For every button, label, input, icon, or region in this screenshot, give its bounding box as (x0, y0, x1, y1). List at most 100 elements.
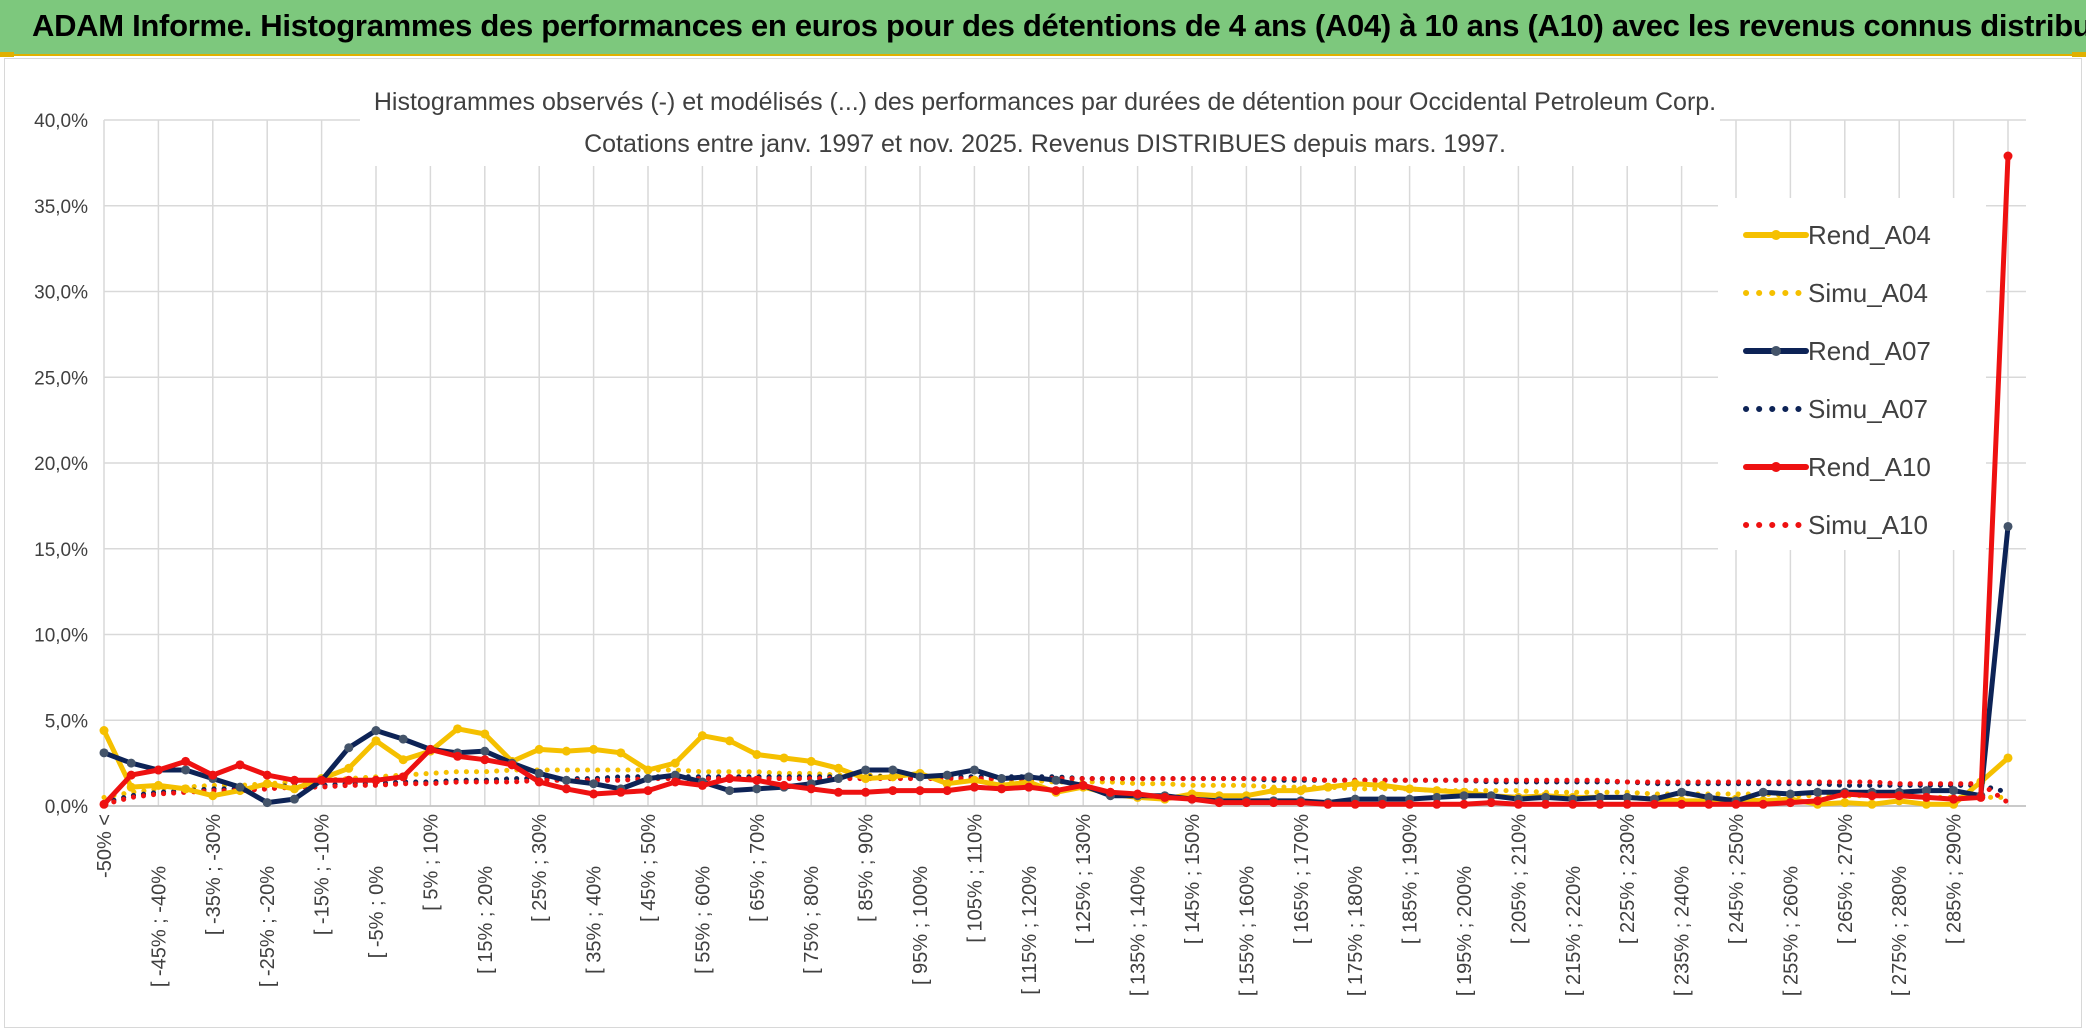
data-point-Rend_A10 (942, 786, 952, 796)
y-tick-label: 0,0% (45, 797, 88, 818)
x-tick-label: [ 225% ; 230% (1617, 814, 1639, 944)
data-point-Rend_A10 (833, 787, 843, 797)
data-point-Rend_A07 (1677, 787, 1687, 797)
data-point-Rend_A07 (1949, 786, 1959, 796)
data-point-Rend_A04 (371, 736, 381, 746)
data-point-Rend_A10 (1513, 799, 1523, 809)
data-point-Rend_A07 (1024, 772, 1034, 782)
data-point-Rend_A10 (1649, 799, 1659, 809)
x-tick-label: [ 35% ; 40% (584, 866, 606, 974)
data-point-Rend_A07 (1595, 792, 1605, 802)
data-point-Rend_A04 (1323, 782, 1333, 792)
x-tick-label: -50% < (94, 814, 116, 878)
x-axis-ticks: -50% < [ -45% ; -40% [ -35% ; -30% [ -25% ;… (94, 814, 1966, 996)
data-point-Rend_A07 (1704, 792, 1714, 802)
data-point-Rend_A04 (806, 756, 816, 766)
x-tick-label: [ -45% ; -40% (148, 866, 170, 987)
data-point-Rend_A07 (1459, 791, 1469, 801)
data-point-Rend_A04 (344, 763, 354, 773)
data-point-Rend_A10 (398, 772, 408, 782)
x-tick-label: [ 85% ; 90% (856, 814, 878, 922)
data-point-Rend_A10 (1949, 794, 1959, 804)
data-point-Rend_A04 (861, 774, 871, 784)
data-point-Rend_A10 (181, 756, 191, 766)
data-point-Rend_A10 (1785, 798, 1795, 808)
data-point-Rend_A07 (398, 734, 408, 744)
data-point-Rend_A10 (1296, 798, 1306, 808)
data-point-Rend_A10 (2003, 151, 2013, 161)
series-lines (99, 151, 2013, 809)
data-point-Rend_A10 (1758, 799, 1768, 809)
data-point-Rend_A07 (1758, 787, 1768, 797)
corner-mark-left (0, 52, 14, 57)
data-point-Rend_A10 (1133, 789, 1143, 799)
data-point-Rend_A10 (589, 789, 599, 799)
x-tick-label: [ -15% ; -10% (312, 814, 334, 935)
data-point-Rend_A10 (480, 755, 490, 765)
data-point-Rend_A04 (833, 763, 843, 773)
data-point-Rend_A10 (1350, 799, 1360, 809)
data-point-Rend_A04 (1405, 784, 1415, 794)
data-point-Rend_A04 (1840, 798, 1850, 808)
data-point-Rend_A10 (1704, 799, 1714, 809)
data-point-Rend_A07 (1486, 791, 1496, 801)
legend: Rend_A04 Simu_A04 Rend_A07 Simu_A07 Rend_A10… (1718, 198, 1986, 550)
data-point-Rend_A04 (480, 729, 490, 739)
data-point-Rend_A10 (1405, 799, 1415, 809)
data-point-Rend_A10 (1323, 799, 1333, 809)
chart-subtitle: Cotations entre janv. 1997 et nov. 2025.… (584, 130, 1506, 158)
data-point-Rend_A10 (1241, 798, 1251, 808)
data-point-Rend_A04 (1269, 786, 1279, 796)
x-tick-label: [ 75% ; 80% (801, 866, 823, 974)
data-point-Rend_A07 (262, 798, 272, 808)
data-point-Rend_A07 (561, 775, 571, 785)
legend-label-Simu_A04: Simu_A04 (1808, 278, 1928, 308)
data-point-Rend_A10 (208, 770, 218, 780)
data-point-Rend_A07 (99, 748, 109, 758)
data-point-Rend_A07 (833, 774, 843, 784)
y-tick-label: 25,0% (34, 368, 88, 389)
header-banner: ADAM Informe. Histogrammes des performan… (0, 0, 2086, 56)
legend-label-Simu_A07: Simu_A07 (1808, 394, 1928, 424)
data-point-Rend_A10 (616, 787, 626, 797)
data-point-Rend_A04 (888, 772, 898, 782)
x-tick-label: [ 165% ; 170% (1291, 814, 1313, 944)
x-tick-label: [ 115% ; 120% (1019, 866, 1041, 995)
data-point-Rend_A04 (1350, 779, 1360, 789)
data-point-Rend_A04 (1296, 786, 1306, 796)
x-tick-label: [ 265% ; 270% (1835, 814, 1857, 944)
data-point-Rend_A04 (561, 746, 571, 756)
data-point-Rend_A10 (561, 784, 571, 794)
data-point-Rend_A04 (126, 782, 136, 792)
data-point-Rend_A07 (1785, 789, 1795, 799)
data-point-Rend_A07 (1813, 787, 1823, 797)
x-tick-label: [ 195% ; 200% (1454, 866, 1476, 996)
data-point-Rend_A04 (181, 784, 191, 794)
data-point-Rend_A10 (915, 786, 925, 796)
data-point-Rend_A04 (262, 779, 272, 789)
data-point-Rend_A10 (1541, 799, 1551, 809)
x-tick-label: [ 155% ; 160% (1236, 866, 1258, 996)
x-tick-label: [ -35% ; -30% (203, 814, 225, 935)
data-point-Rend_A10 (1459, 799, 1469, 809)
data-point-Rend_A07 (480, 746, 490, 756)
legend-marker (1771, 346, 1781, 356)
data-point-Rend_A10 (317, 775, 327, 785)
data-point-Rend_A10 (861, 787, 871, 797)
x-tick-label: [ 55% ; 60% (692, 866, 714, 974)
x-tick-label: [ 245% ; 250% (1726, 814, 1748, 944)
x-tick-label: [ 125% ; 130% (1073, 814, 1095, 944)
x-tick-label: [ 135% ; 140% (1128, 866, 1150, 996)
page-title: ADAM Informe. Histogrammes des performan… (32, 8, 2086, 43)
data-point-Rend_A10 (453, 751, 463, 761)
x-tick-label: [ 255% ; 260% (1780, 866, 1802, 996)
data-point-Rend_A10 (779, 780, 789, 790)
data-point-Rend_A10 (1214, 798, 1224, 808)
data-point-Rend_A04 (752, 750, 762, 760)
x-tick-label: [ 145% ; 150% (1182, 814, 1204, 944)
legend-marker (1771, 230, 1781, 240)
data-point-Rend_A04 (453, 724, 463, 734)
data-point-Rend_A07 (1051, 775, 1061, 785)
data-point-Rend_A07 (1622, 792, 1632, 802)
